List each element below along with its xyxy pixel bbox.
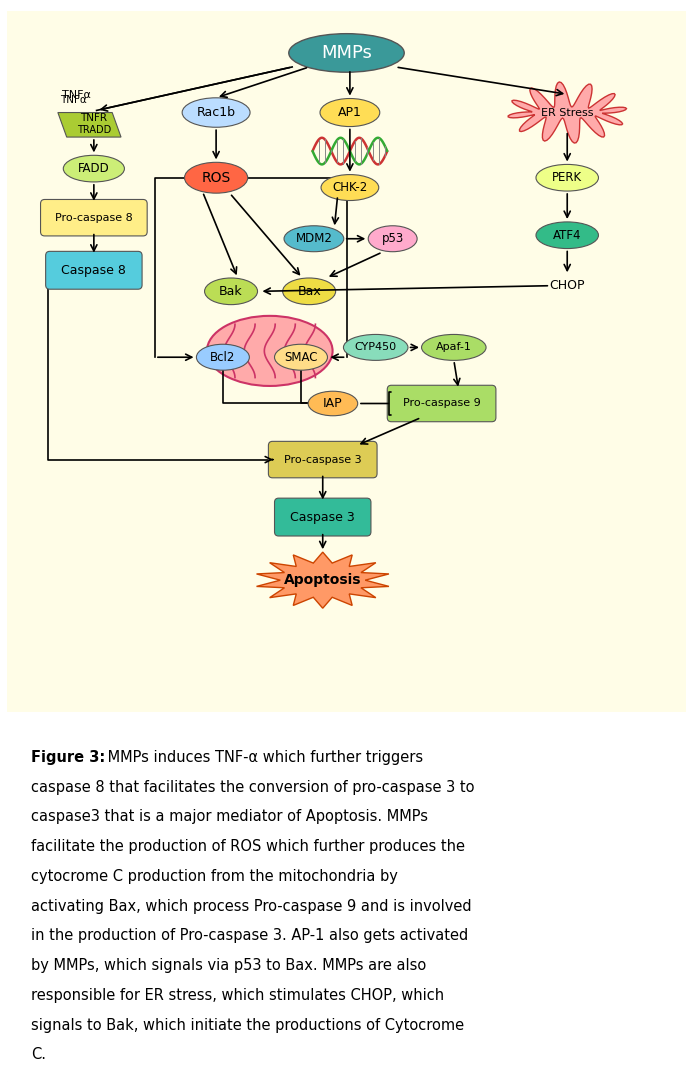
Text: C.: C. (30, 1048, 46, 1062)
Text: ROS: ROS (202, 171, 231, 185)
Ellipse shape (320, 99, 380, 126)
Text: cytocrome C production from the mitochondria by: cytocrome C production from the mitochon… (30, 869, 398, 884)
Text: TRADD: TRADD (77, 125, 111, 135)
Text: Pro-caspase 9: Pro-caspase 9 (403, 399, 480, 409)
Text: PERK: PERK (552, 172, 582, 184)
Text: Apaf-1: Apaf-1 (436, 342, 472, 352)
Text: facilitate the production of ROS which further produces the: facilitate the production of ROS which f… (30, 839, 465, 854)
Text: by MMPs, which signals via p53 to Bax. MMPs are also: by MMPs, which signals via p53 to Bax. M… (30, 958, 426, 973)
Ellipse shape (536, 222, 599, 249)
Text: Bak: Bak (219, 285, 243, 298)
Text: TNFα: TNFα (60, 95, 87, 105)
Text: MMPs induces TNF-α which further triggers: MMPs induces TNF-α which further trigger… (103, 750, 423, 765)
Text: Rac1b: Rac1b (197, 107, 236, 120)
Text: signals to Bak, which initiate the productions of Cytocrome: signals to Bak, which initiate the produ… (30, 1017, 464, 1033)
FancyBboxPatch shape (41, 200, 147, 236)
Ellipse shape (421, 335, 486, 361)
Ellipse shape (196, 345, 249, 371)
Text: ATF4: ATF4 (553, 228, 581, 241)
Ellipse shape (368, 226, 417, 252)
Ellipse shape (308, 391, 358, 415)
FancyBboxPatch shape (274, 498, 371, 536)
Text: MMPs: MMPs (321, 43, 372, 62)
Ellipse shape (284, 226, 344, 252)
Ellipse shape (344, 335, 408, 361)
Polygon shape (58, 113, 121, 137)
Text: ER Stress: ER Stress (541, 108, 593, 117)
Text: TNFα: TNFα (62, 90, 91, 100)
Ellipse shape (182, 98, 250, 127)
Ellipse shape (207, 316, 333, 386)
FancyBboxPatch shape (3, 8, 690, 715)
Text: TNFR: TNFR (80, 113, 107, 123)
Ellipse shape (536, 164, 599, 191)
Text: responsible for ER stress, which stimulates CHOP, which: responsible for ER stress, which stimula… (30, 988, 444, 1003)
Text: CHK-2: CHK-2 (332, 182, 367, 195)
Ellipse shape (274, 345, 328, 371)
Text: SMAC: SMAC (284, 351, 318, 364)
Ellipse shape (283, 278, 335, 304)
Text: Pro-caspase 3: Pro-caspase 3 (284, 454, 362, 464)
FancyBboxPatch shape (46, 251, 142, 289)
FancyBboxPatch shape (3, 721, 690, 1084)
Text: Caspase 8: Caspase 8 (62, 264, 126, 277)
Text: Bcl2: Bcl2 (210, 351, 236, 364)
Ellipse shape (204, 278, 258, 304)
FancyBboxPatch shape (387, 385, 496, 422)
Text: Caspase 3: Caspase 3 (290, 511, 355, 524)
Text: caspase 8 that facilitates the conversion of pro-caspase 3 to: caspase 8 that facilitates the conversio… (30, 779, 474, 795)
Text: AP1: AP1 (338, 107, 362, 120)
Polygon shape (256, 552, 389, 609)
Text: Figure 3:: Figure 3: (30, 750, 105, 765)
Text: CHOP: CHOP (550, 279, 585, 292)
Text: IAP: IAP (323, 397, 343, 410)
Ellipse shape (321, 175, 379, 200)
Text: MDM2: MDM2 (295, 233, 333, 246)
Text: Apoptosis: Apoptosis (284, 573, 362, 587)
FancyBboxPatch shape (268, 441, 377, 478)
Text: FADD: FADD (78, 162, 109, 175)
Text: caspase3 that is a major mediator of Apoptosis. MMPs: caspase3 that is a major mediator of Apo… (30, 810, 428, 824)
Ellipse shape (289, 34, 404, 72)
Ellipse shape (184, 162, 247, 193)
Text: CYP450: CYP450 (355, 342, 397, 352)
Text: p53: p53 (382, 233, 404, 246)
Text: activating Bax, which process Pro-caspase 9 and is involved: activating Bax, which process Pro-caspas… (30, 899, 471, 913)
Text: Pro-caspase 8: Pro-caspase 8 (55, 213, 133, 223)
Text: in the production of Pro-caspase 3. AP-1 also gets activated: in the production of Pro-caspase 3. AP-1… (30, 928, 468, 944)
Ellipse shape (63, 155, 125, 182)
Text: Bax: Bax (297, 285, 321, 298)
Polygon shape (508, 82, 626, 143)
